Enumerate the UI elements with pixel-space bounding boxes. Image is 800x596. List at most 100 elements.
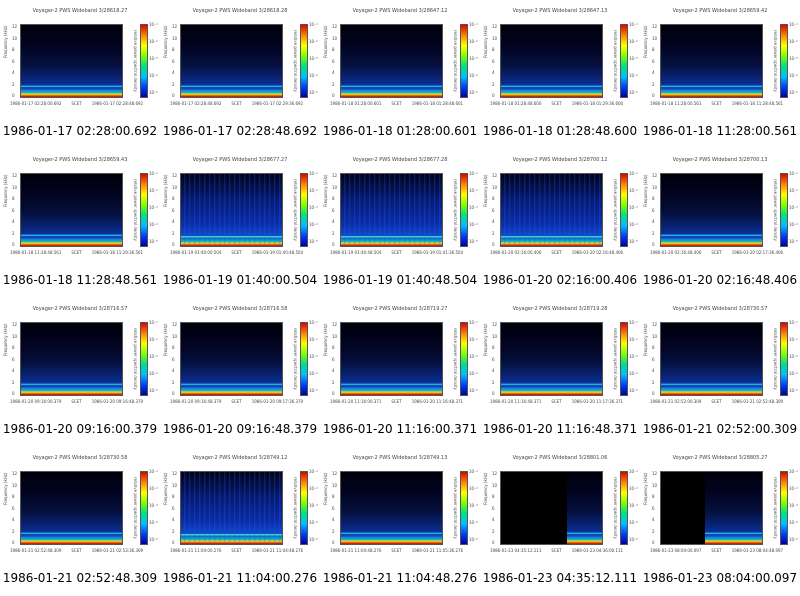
y-tick-label: 0 bbox=[332, 391, 335, 396]
y-tick-label: 10 bbox=[12, 35, 18, 41]
colorbar-tick-label: 10⁻⁴ bbox=[309, 73, 318, 78]
panel-title: Voyager-2 PWS Wideband 3/28647.13 bbox=[512, 8, 608, 14]
colorbar-tick-label: 10⁻⁵ bbox=[469, 239, 478, 244]
spectrogram-panel[interactable]: Voyager-2 PWS Wideband 3/28805.27 Frequen… bbox=[640, 447, 800, 596]
colorbar-label: relative power spectral density bbox=[133, 30, 138, 92]
colorbar-tick-label: 10⁻² bbox=[789, 486, 798, 491]
y-tick-label: 2 bbox=[12, 230, 15, 236]
y-tick-label: 10 bbox=[652, 482, 658, 488]
start-time: 1986-01-20 09:16:48.379 bbox=[170, 399, 222, 404]
y-tick-label: 10 bbox=[172, 482, 178, 488]
y-tick-label: 10 bbox=[492, 35, 498, 41]
colorbar-tick-label: 10⁻¹ bbox=[629, 171, 638, 176]
end-time: 1986-01-18 01:28:48.601 bbox=[411, 101, 464, 106]
time-range: 1986-01-23 04:35:12.111 SCET 1986-01-23 04… bbox=[490, 548, 633, 553]
spectrogram-panel[interactable]: Voyager-2 PWS Wideband 3/28730.57 Frequen… bbox=[640, 298, 800, 447]
end-time: 1986-01-20 11:17:36.371 bbox=[571, 399, 624, 404]
colorbar bbox=[620, 24, 628, 98]
colorbar-tick-label: 10⁻² bbox=[789, 337, 798, 342]
y-tick-label: 4 bbox=[172, 368, 175, 373]
y-tick-label: 6 bbox=[652, 505, 655, 511]
end-time: 1986-01-20 02:17:36.406 bbox=[731, 250, 784, 255]
y-tick-label: 4 bbox=[12, 70, 15, 75]
colorbar-tick-label: 10⁻³ bbox=[149, 503, 158, 508]
spectrogram-panel[interactable]: Voyager-2 PWS Wideband 3/28749.13 Frequen… bbox=[320, 447, 480, 596]
scet-label: SCET bbox=[231, 399, 242, 404]
panel-title: Voyager-2 PWS Wideband 3/28749.12 bbox=[192, 455, 288, 461]
colorbar-tick-label: 10⁻³ bbox=[629, 205, 638, 210]
scet-label: SCET bbox=[711, 101, 722, 106]
colorbar-tick-label: 10⁻¹ bbox=[309, 171, 318, 176]
scet-label: SCET bbox=[391, 101, 402, 106]
scet-label: SCET bbox=[711, 399, 722, 404]
spectrogram-panel[interactable]: Voyager-2 PWS Wideband 3/28647.12 Frequen… bbox=[320, 0, 480, 149]
y-tick-label: 10 bbox=[332, 482, 338, 488]
y-tick-label: 8 bbox=[332, 196, 335, 201]
y-tick-label: 12 bbox=[492, 173, 498, 178]
start-time: 1986-01-21 11:04:00.276 bbox=[170, 548, 222, 553]
panel-title: Voyager-2 PWS Wideband 3/28677.27 bbox=[192, 157, 288, 163]
colorbar-tick-label: 10⁻⁵ bbox=[149, 388, 158, 393]
colorbar-tick-label: 10⁻¹ bbox=[789, 22, 798, 27]
y-tick-label: 10 bbox=[492, 184, 498, 190]
colorbar-tick-label: 10⁻³ bbox=[469, 354, 478, 359]
spectrogram-panel[interactable]: Voyager-2 PWS Wideband 3/28659.43 Frequen… bbox=[0, 149, 160, 298]
colorbar bbox=[300, 322, 308, 396]
spectrogram-panel[interactable]: Voyager-2 PWS Wideband 3/28749.12 Frequen… bbox=[160, 447, 320, 596]
spectrogram-panel[interactable]: Voyager-2 PWS Wideband 3/28618.27 Frequen… bbox=[0, 0, 160, 149]
scet-label: SCET bbox=[391, 399, 402, 404]
colorbar-tick-label: 10⁻¹ bbox=[629, 469, 638, 474]
colorbar bbox=[460, 471, 468, 545]
colorbar-tick-label: 10⁻³ bbox=[309, 205, 318, 210]
colorbar-tick-label: 10⁻¹ bbox=[309, 320, 318, 325]
spectrogram-panel[interactable]: Voyager-2 PWS Wideband 3/28716.58 Frequen… bbox=[160, 298, 320, 447]
spectrogram-panel[interactable]: Voyager-2 PWS Wideband 3/28716.57 Frequen… bbox=[0, 298, 160, 447]
spectrogram-panel[interactable]: Voyager-2 PWS Wideband 3/28618.28 Frequen… bbox=[160, 0, 320, 149]
spectrogram-panel[interactable]: Voyager-2 PWS Wideband 3/28801.06 Frequen… bbox=[480, 447, 640, 596]
y-tick-label: 4 bbox=[492, 70, 495, 75]
colorbar-tick-label: 10⁻² bbox=[469, 188, 478, 193]
panel-caption: 1986-01-18 11:28:48.561 bbox=[2, 273, 158, 287]
colorbar-label: relative power spectral density bbox=[133, 179, 138, 241]
y-tick-label: 2 bbox=[652, 528, 655, 534]
panel-title: Voyager-2 PWS Wideband 3/28805.27 bbox=[672, 455, 768, 461]
y-tick-label: 10 bbox=[12, 482, 18, 488]
spectrogram-panel[interactable]: Voyager-2 PWS Wideband 3/28677.28 Frequen… bbox=[320, 149, 480, 298]
start-time: 1986-01-23 08:04:00.097 bbox=[650, 548, 702, 553]
spectrogram-panel[interactable]: Voyager-2 PWS Wideband 3/28677.27 Frequen… bbox=[160, 149, 320, 298]
colorbar-tick-label: 10⁻⁵ bbox=[469, 90, 478, 95]
colorbar-tick-label: 10⁻¹ bbox=[309, 469, 318, 474]
end-time: 1986-01-21 02:53:36.309 bbox=[91, 548, 144, 553]
y-tick-label: 12 bbox=[652, 471, 658, 476]
spectrogram-panel[interactable]: Voyager-2 PWS Wideband 3/28730.58 Frequen… bbox=[0, 447, 160, 596]
spectrogram-panel[interactable]: Voyager-2 PWS Wideband 3/28700.12 Frequen… bbox=[480, 149, 640, 298]
spectrogram-panel[interactable]: Voyager-2 PWS Wideband 3/28647.13 Frequen… bbox=[480, 0, 640, 149]
panel-caption: 1986-01-17 02:28:48.692 bbox=[162, 124, 318, 138]
time-range: 1986-01-20 02:16:00.406 SCET 1986-01-20 02… bbox=[490, 250, 633, 255]
y-tick-label: 10 bbox=[172, 35, 178, 41]
y-tick-label: 8 bbox=[332, 47, 335, 52]
colorbar-tick-label: 10⁻¹ bbox=[469, 171, 478, 176]
spectrogram-panel[interactable]: Voyager-2 PWS Wideband 3/28659.42 Frequen… bbox=[640, 0, 800, 149]
start-time: 1986-01-17 02:28:00.692 bbox=[10, 101, 62, 106]
end-time: 1986-01-17 02:29:36.692 bbox=[251, 101, 304, 106]
y-tick-label: 6 bbox=[492, 505, 495, 511]
colorbar-tick-label: 10⁻⁵ bbox=[309, 388, 318, 393]
panel-title: Voyager-2 PWS Wideband 3/28719.28 bbox=[512, 306, 608, 312]
colorbar-tick-label: 10⁻¹ bbox=[149, 22, 158, 27]
spectrogram-panel[interactable]: Voyager-2 PWS Wideband 3/28700.13 Frequen… bbox=[640, 149, 800, 298]
end-time: 1986-01-17 02:28:48.692 bbox=[91, 101, 144, 106]
spectrogram-image bbox=[20, 173, 123, 247]
start-time: 1986-01-19 01:40:48.504 bbox=[330, 250, 382, 255]
y-tick-label: 2 bbox=[652, 230, 655, 236]
y-tick-label: 2 bbox=[492, 81, 495, 87]
start-time: 1986-01-18 01:28:48.600 bbox=[490, 101, 542, 106]
colorbar-tick-label: 10⁻¹ bbox=[469, 22, 478, 27]
spectrogram-panel[interactable]: Voyager-2 PWS Wideband 3/28719.28 Frequen… bbox=[480, 298, 640, 447]
colorbar-label: relative power spectral density bbox=[133, 328, 138, 390]
y-tick-label: 10 bbox=[652, 184, 658, 190]
colorbar bbox=[780, 24, 788, 98]
start-time: 1986-01-21 11:04:48.276 bbox=[330, 548, 382, 553]
spectrogram-panel[interactable]: Voyager-2 PWS Wideband 3/28719.27 Frequen… bbox=[320, 298, 480, 447]
colorbar-label: relative power spectral density bbox=[613, 477, 618, 539]
